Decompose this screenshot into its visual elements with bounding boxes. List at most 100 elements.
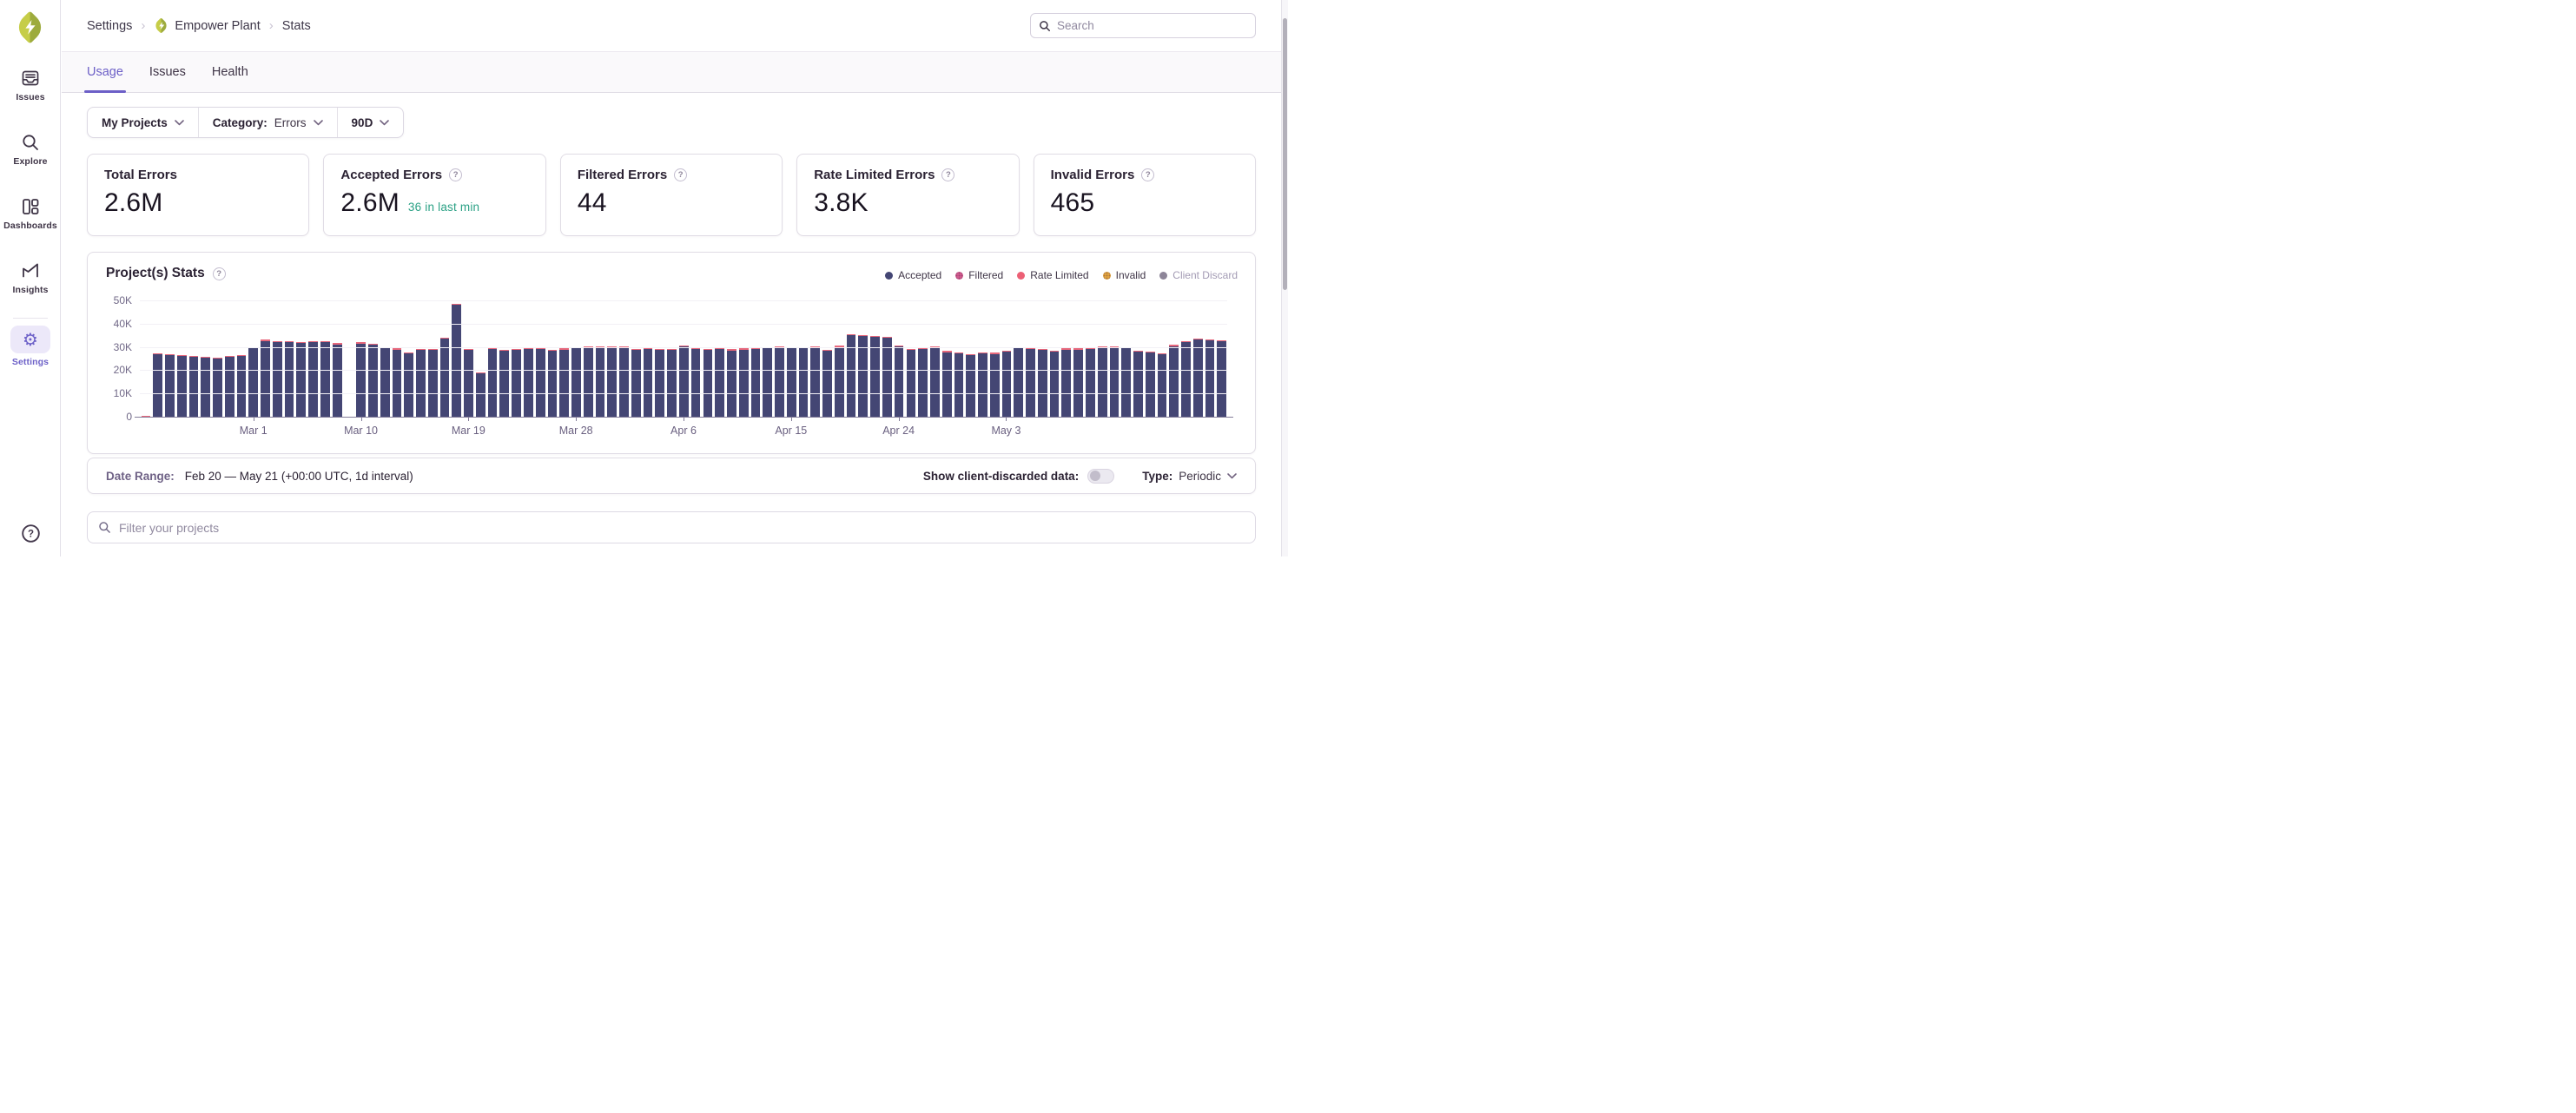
chart-bar[interactable] — [451, 300, 463, 417]
chart-bar[interactable] — [677, 300, 690, 417]
chart-bar[interactable] — [571, 300, 583, 417]
legend-item-client-discard[interactable]: Client Discard — [1159, 269, 1238, 281]
chart-bar[interactable] — [869, 300, 882, 417]
chart-bar[interactable] — [953, 300, 965, 417]
chart-bar[interactable] — [1180, 300, 1192, 417]
chart-bar[interactable] — [379, 300, 391, 417]
chart-bar[interactable] — [1204, 300, 1216, 417]
chart-bar[interactable] — [750, 300, 762, 417]
chart-bar[interactable] — [426, 300, 439, 417]
tab-issues[interactable]: Issues — [149, 65, 186, 79]
help-tooltip-icon[interactable]: ? — [941, 168, 955, 181]
breadcrumb-settings[interactable]: Settings — [87, 18, 133, 33]
legend-item-rate-limited[interactable]: Rate Limited — [1017, 269, 1089, 281]
chart-bar[interactable] — [331, 300, 343, 417]
chart-bar[interactable] — [1084, 300, 1096, 417]
project-filter-box[interactable] — [87, 511, 1256, 543]
help-tooltip-icon[interactable]: ? — [449, 168, 463, 181]
chart-bar[interactable] — [355, 300, 367, 417]
chart-bar[interactable] — [546, 300, 558, 417]
legend-item-accepted[interactable]: Accepted — [885, 269, 941, 281]
chart-bar[interactable] — [857, 300, 869, 417]
legend-item-invalid[interactable]: Invalid — [1102, 269, 1146, 281]
chart-bar[interactable] — [1025, 300, 1037, 417]
sidebar-item-insights[interactable]: Insights — [0, 260, 61, 295]
chart-bar[interactable] — [212, 300, 224, 417]
chart-bar[interactable] — [594, 300, 606, 417]
chart-bar[interactable] — [319, 300, 331, 417]
help-tooltip-icon[interactable]: ? — [1141, 168, 1155, 181]
chart-bar[interactable] — [307, 300, 320, 417]
chart-bar[interactable] — [630, 300, 642, 417]
chart-bar[interactable] — [762, 300, 774, 417]
chart-bar[interactable] — [774, 300, 786, 417]
chart-bar[interactable] — [881, 300, 893, 417]
chart-bar[interactable] — [809, 300, 822, 417]
chart-bar[interactable] — [534, 300, 546, 417]
chart-bar[interactable] — [511, 300, 523, 417]
chart-bar[interactable] — [295, 300, 307, 417]
chart-bar[interactable] — [965, 300, 977, 417]
chart-bar[interactable] — [822, 300, 834, 417]
chart-bar[interactable] — [1096, 300, 1108, 417]
sidebar-item-settings[interactable]: ⚙ Settings — [0, 326, 61, 367]
chart-bar[interactable] — [152, 300, 164, 417]
chart-bar[interactable] — [893, 300, 905, 417]
chart-bar[interactable] — [1013, 300, 1025, 417]
chart-bar[interactable] — [1001, 300, 1013, 417]
chart-bar[interactable] — [797, 300, 809, 417]
chart-bar[interactable] — [702, 300, 714, 417]
chart-bar[interactable] — [235, 300, 248, 417]
chart-bar[interactable] — [175, 300, 188, 417]
chart-bar[interactable] — [1060, 300, 1073, 417]
chart-bar[interactable] — [1073, 300, 1085, 417]
chart-bar[interactable] — [917, 300, 929, 417]
chart-bar[interactable] — [988, 300, 1001, 417]
chart-bar[interactable] — [582, 300, 594, 417]
breadcrumb-org[interactable]: Empower Plant — [153, 16, 261, 35]
chart-bar[interactable] — [474, 300, 486, 417]
chart-bar[interactable] — [248, 300, 260, 417]
chart-bar[interactable] — [415, 300, 427, 417]
chart-bar[interactable] — [391, 300, 403, 417]
chart-bar[interactable] — [1108, 300, 1120, 417]
chart-bar[interactable] — [929, 300, 941, 417]
chart-bar[interactable] — [1036, 300, 1048, 417]
period-selector[interactable]: 90D — [336, 108, 404, 137]
chart-bar[interactable] — [785, 300, 797, 417]
tab-usage[interactable]: Usage — [84, 52, 126, 93]
chart-bar[interactable] — [714, 300, 726, 417]
help-tooltip-icon[interactable]: ? — [674, 168, 688, 181]
chart-bar[interactable] — [606, 300, 618, 417]
tab-health[interactable]: Health — [211, 65, 248, 79]
chart-bar[interactable] — [188, 300, 200, 417]
chart-bar[interactable] — [271, 300, 283, 417]
chart-bar[interactable] — [977, 300, 989, 417]
chart-bar[interactable] — [1192, 300, 1204, 417]
chart-bar[interactable] — [666, 300, 678, 417]
chart-bar[interactable] — [486, 300, 499, 417]
sidebar-item-explore[interactable]: Explore — [0, 132, 61, 167]
chart-bar[interactable] — [690, 300, 702, 417]
chart-bar[interactable] — [499, 300, 511, 417]
chart-bar[interactable] — [1048, 300, 1060, 417]
org-logo[interactable] — [12, 10, 47, 46]
chart-bar[interactable] — [1216, 300, 1228, 417]
chart-bar[interactable] — [833, 300, 845, 417]
scrollbar-thumb[interactable] — [1283, 18, 1287, 290]
scrollbar-track[interactable] — [1281, 0, 1288, 556]
chart-bar[interactable] — [439, 300, 451, 417]
chart-bar[interactable] — [618, 300, 631, 417]
chart-bar[interactable] — [1144, 300, 1156, 417]
chart-bar[interactable] — [200, 300, 212, 417]
legend-item-filtered[interactable]: Filtered — [955, 269, 1003, 281]
chart-bar[interactable] — [403, 300, 415, 417]
project-filter-input[interactable] — [119, 520, 1245, 535]
sidebar-item-dashboards[interactable]: Dashboards — [0, 196, 61, 231]
chart-bar[interactable] — [654, 300, 666, 417]
chart-bar[interactable] — [164, 300, 176, 417]
chart-bar[interactable] — [223, 300, 235, 417]
type-selector[interactable]: Type: Periodic — [1142, 470, 1237, 483]
category-selector[interactable]: Category: Errors — [197, 108, 337, 137]
chart-bar[interactable] — [905, 300, 917, 417]
